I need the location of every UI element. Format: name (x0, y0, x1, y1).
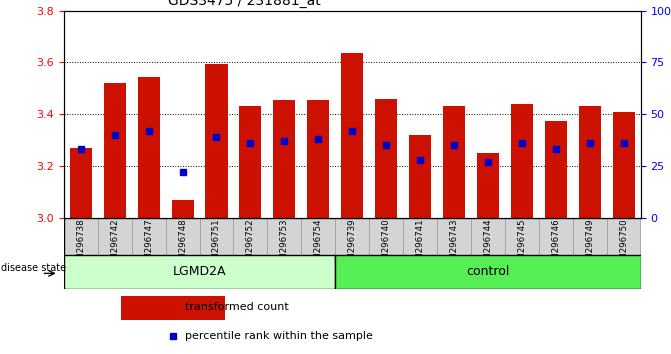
Bar (579, 107, 601, 218)
Bar (98, 218, 132, 255)
Bar (545, 121, 567, 218)
Bar (132, 218, 166, 255)
Bar (573, 218, 607, 255)
Bar (64, 255, 336, 289)
Bar (443, 107, 465, 218)
Bar (205, 64, 227, 218)
Bar (336, 255, 641, 289)
Text: GSM296748: GSM296748 (178, 219, 187, 272)
Text: GSM296746: GSM296746 (552, 219, 560, 272)
Text: GSM296747: GSM296747 (144, 219, 153, 272)
Text: control: control (466, 265, 510, 278)
Bar (273, 100, 295, 218)
Bar (138, 76, 160, 218)
Text: GSM296745: GSM296745 (517, 219, 527, 272)
Bar (268, 218, 301, 255)
Bar (240, 107, 262, 218)
Text: GSM296754: GSM296754 (314, 219, 323, 272)
Text: LGMD2A: LGMD2A (172, 265, 226, 278)
Bar (511, 104, 533, 218)
Bar (199, 218, 234, 255)
Text: GDS3475 / 231881_at: GDS3475 / 231881_at (168, 0, 320, 8)
Text: GSM296742: GSM296742 (110, 219, 119, 272)
Bar (121, 296, 225, 320)
Bar (471, 218, 505, 255)
Text: GSM296751: GSM296751 (212, 219, 221, 272)
Text: GSM296738: GSM296738 (76, 219, 85, 272)
Bar (307, 100, 329, 218)
Text: transformed count: transformed count (185, 302, 289, 312)
Text: GSM296739: GSM296739 (348, 219, 357, 271)
Bar (64, 218, 98, 255)
Text: GSM296740: GSM296740 (382, 219, 391, 272)
Bar (477, 153, 499, 218)
Text: GSM296752: GSM296752 (246, 219, 255, 272)
Bar (403, 218, 437, 255)
Bar (166, 218, 199, 255)
Bar (172, 200, 193, 218)
Text: disease state: disease state (1, 263, 66, 273)
Bar (342, 53, 363, 218)
Text: GSM296749: GSM296749 (585, 219, 595, 271)
Text: GSM296741: GSM296741 (415, 219, 425, 272)
Text: percentile rank within the sample: percentile rank within the sample (185, 331, 373, 341)
Bar (234, 218, 268, 255)
Bar (613, 112, 635, 218)
Bar (301, 218, 336, 255)
Text: GSM296743: GSM296743 (450, 219, 458, 272)
Bar (375, 99, 397, 218)
Bar (369, 218, 403, 255)
Text: GSM296744: GSM296744 (484, 219, 493, 272)
Bar (103, 83, 125, 218)
Bar (409, 135, 431, 218)
Bar (607, 218, 641, 255)
Bar (437, 218, 471, 255)
Bar (505, 218, 539, 255)
Bar (336, 218, 369, 255)
Text: GSM296750: GSM296750 (619, 219, 628, 272)
Bar (539, 218, 573, 255)
Text: GSM296753: GSM296753 (280, 219, 289, 272)
Bar (70, 148, 92, 218)
